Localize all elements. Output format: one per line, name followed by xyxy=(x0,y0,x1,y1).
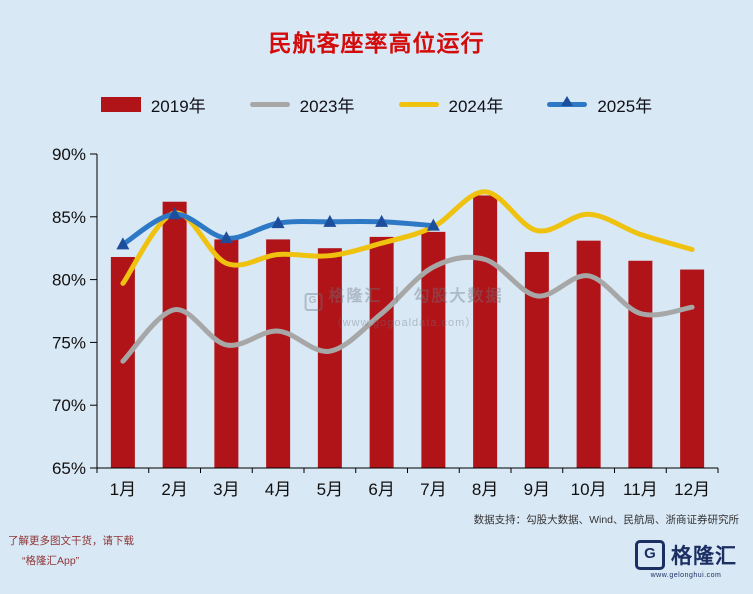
triangle-marker xyxy=(375,214,389,227)
data-source-note: 数据支持：勾股大数据、Wind、民航局、浙商证券研究所 xyxy=(473,514,739,526)
chart-legend: 2019年 2023年 2024年 2025年 xyxy=(0,92,753,116)
x-tick-label: 7月 xyxy=(420,480,446,499)
legend-swatch-line-marker xyxy=(547,95,588,112)
legend-swatch-bar xyxy=(100,96,141,112)
legend-item-2023年: 2023年 xyxy=(249,92,355,117)
line-2024年 xyxy=(120,189,695,286)
brand-logo: G 格隆汇 www.gelonghui.com xyxy=(635,540,737,579)
y-tick-label: 80% xyxy=(52,271,86,290)
bar-11月 xyxy=(628,260,653,468)
x-tick-label: 12月 xyxy=(674,480,710,499)
promo-text: 了解更多图文干货，请下载 xyxy=(8,535,134,547)
x-tick-label: 3月 xyxy=(213,480,239,499)
chart-title: 民航客座率高位运行 xyxy=(268,30,485,56)
legend-item-2024年: 2024年 xyxy=(398,92,504,117)
y-tick-label: 70% xyxy=(52,396,86,415)
legend-item-2019年: 2019年 xyxy=(100,92,206,117)
triangle-marker xyxy=(116,237,130,250)
x-tick-label: 4月 xyxy=(265,480,291,499)
y-tick-label: 75% xyxy=(52,333,86,352)
y-tick-label: 90% xyxy=(52,145,86,164)
legend-label: 2023年 xyxy=(299,96,355,116)
bar-2月 xyxy=(162,201,187,468)
x-tick-label: 10月 xyxy=(571,480,607,499)
legend-swatch-line xyxy=(249,101,290,107)
y-tick-label: 85% xyxy=(52,208,86,227)
triangle-marker xyxy=(426,218,440,231)
promo-app-name: “格隆汇App” xyxy=(22,554,80,567)
triangle-marker xyxy=(219,231,233,244)
app-promo: 了解更多图文干货，请下载 “格隆汇App” xyxy=(8,532,134,572)
bar-9月 xyxy=(524,251,549,468)
triangle-marker xyxy=(323,214,337,227)
x-tick-label: 1月 xyxy=(110,480,136,499)
legend-label: 2025年 xyxy=(597,96,653,116)
x-tick-label: 9月 xyxy=(524,480,550,499)
x-tick-label: 2月 xyxy=(161,480,187,499)
line-2023年 xyxy=(120,254,695,364)
legend-swatch-line xyxy=(398,101,439,107)
bar-6月 xyxy=(369,236,394,468)
x-tick-label: 11月 xyxy=(623,480,658,499)
bar-5月 xyxy=(317,248,342,468)
y-tick-label: 65% xyxy=(52,459,86,478)
legend-item-2025年: 2025年 xyxy=(547,92,652,117)
legend-label: 2024年 xyxy=(448,96,504,116)
bar-8月 xyxy=(473,195,498,468)
chart-area: 65% 70% 75% 80% 85% 90% 1月 2月 3月 4月 5月 6月 7月 8月 9月 10月 1… xyxy=(52,145,719,499)
bar-4月 xyxy=(266,239,291,468)
x-tick-label: 6月 xyxy=(368,480,394,499)
triangle-marker xyxy=(168,207,182,220)
triangle-marker xyxy=(271,216,285,229)
brand-logo-icon: G xyxy=(635,540,665,570)
x-tick-label: 8月 xyxy=(472,480,498,499)
bar-12月 xyxy=(680,269,705,468)
x-tick-label: 5月 xyxy=(317,480,343,499)
brand-logo-text: 格隆汇 xyxy=(671,545,737,568)
brand-logo-url: www.gelonghui.com xyxy=(650,572,722,579)
legend-label: 2019年 xyxy=(150,96,206,116)
bar-3月 xyxy=(214,239,239,468)
